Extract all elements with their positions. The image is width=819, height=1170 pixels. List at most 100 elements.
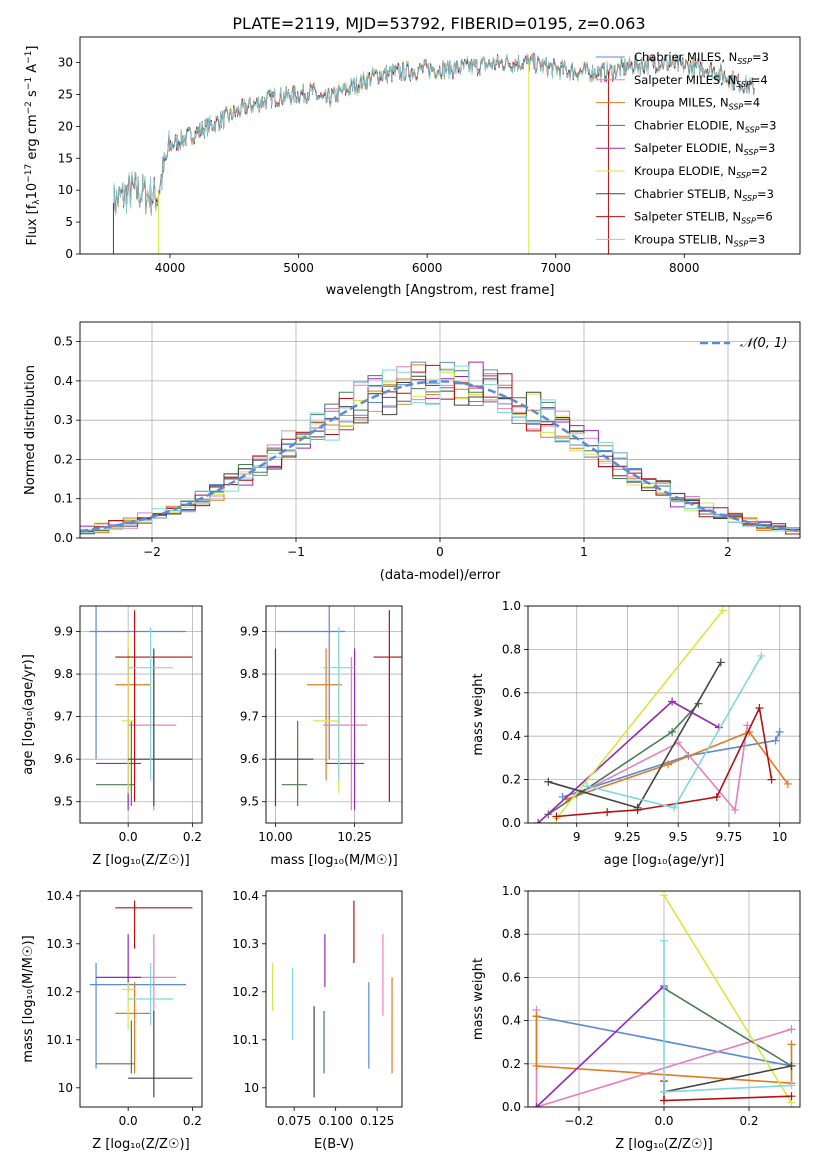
axes-frame — [265, 890, 403, 1108]
legend-text: Chabrier STELIB, N — [634, 187, 742, 201]
x-tick-label: 0.075 — [277, 1114, 311, 1128]
axes-frame — [79, 321, 801, 539]
y-axis-label-part: Flux [f — [25, 204, 40, 245]
axes-frame — [265, 605, 403, 824]
x-tick-label: 0 — [436, 545, 444, 559]
spectrum-lines — [112, 52, 755, 254]
legend-label: Salpeter ELODIE, NSSP=3 — [634, 141, 775, 157]
y-tick-label: 0 — [65, 247, 73, 261]
weight-marker — [660, 1096, 668, 1105]
y-axis-label-part: ] — [25, 46, 40, 51]
legend-subscript: SSP — [745, 125, 760, 134]
legend-text: =4 — [743, 96, 760, 110]
x-tick-label: 5000 — [283, 261, 314, 275]
weight-line — [576, 725, 748, 812]
y-tick-label: 5 — [65, 215, 73, 229]
residual-histogram — [80, 365, 800, 533]
age-mass-panel: 10.00 10.25 9.5 9.6 9.7 9.8 9.9 mass [log₁₀(M/M… — [240, 605, 403, 868]
weight-marker — [552, 812, 561, 821]
weight-marker — [668, 727, 677, 736]
legend-text: =3 — [758, 141, 775, 155]
x-axis-label: Z [log₁₀(Z/Z☉)] — [615, 1137, 712, 1152]
y-tick-label: 9.6 — [54, 752, 73, 766]
y-axis-label-part: A — [25, 64, 40, 77]
legend-text: Kroupa MILES, N — [634, 96, 729, 110]
x-tick-label: 7000 — [540, 261, 571, 275]
y-tick-label: 0.2 — [502, 773, 521, 787]
weight-line — [663, 987, 792, 1067]
weight-lines — [534, 606, 792, 823]
legend-text: Kroupa STELIB, N — [634, 232, 734, 246]
axes-frame — [527, 605, 801, 824]
y-tick-label: 9.6 — [240, 752, 259, 766]
x-tick-label: 0.0 — [119, 1114, 138, 1128]
x-tick-label: 10.25 — [337, 830, 371, 844]
y-tick-label: 20 — [58, 119, 73, 133]
y-tick-label: 9.5 — [54, 795, 73, 809]
y-tick-label: 0.2 — [502, 1057, 521, 1071]
mass-EBV-panel: 0.075 0.100 0.125 10 10.1 10.2 10.3 10.4 E(B-V) — [232, 889, 403, 1152]
spectrum-line — [113, 54, 755, 225]
y-tick-label: 0.2 — [54, 452, 73, 466]
weight-marker — [534, 819, 543, 823]
weight-Z-panel: −0.2 0.0 0.2 0.0 0.2 0.4 0.6 0.8 1.0 Z [log₁₀(Z/Z… — [471, 884, 801, 1152]
residuals-panel: −2 −1 0 1 2 0.0 0.1 0.2 0.3 0.4 0.5 (data-model)/er… — [23, 321, 801, 583]
legend-text: Salpeter ELODIE, N — [634, 141, 744, 155]
weight-marker — [532, 1103, 541, 1107]
x-axis-label: Z [log₁₀(Z/Z☉)] — [92, 1137, 189, 1152]
weight-line — [535, 985, 665, 1107]
y-axis-label: Normed distribution — [23, 365, 38, 495]
x-axis-label: Z [log₁₀(Z/Z☉)] — [92, 853, 189, 868]
weight-marker — [787, 1025, 796, 1034]
y-axis-label-part: −1 — [24, 51, 34, 64]
weight-marker — [755, 703, 764, 712]
x-axis-label: E(B-V) — [314, 1137, 354, 1152]
weight-marker — [670, 803, 679, 812]
legend-text: =3 — [760, 118, 777, 132]
legend-label: Kroupa MILES, NSSP=4 — [634, 96, 760, 112]
legend-label: Chabrier STELIB, NSSP=3 — [634, 187, 774, 203]
x-tick-label: 0.2 — [183, 1114, 202, 1128]
y-tick-label: 0.8 — [502, 642, 521, 656]
legend-label: Salpeter STELIB, NSSP=6 — [634, 210, 773, 226]
x-tick-label: 0.2 — [183, 830, 202, 844]
weight-marker — [757, 651, 766, 660]
y-tick-label: 9.8 — [240, 667, 259, 681]
y-tick-label: 30 — [58, 56, 73, 70]
y-tick-label: 10.3 — [232, 937, 259, 951]
x-axis-label: (data-model)/error — [380, 568, 501, 583]
y-tick-label: 0.8 — [502, 927, 521, 941]
x-tick-label: 0.0 — [654, 1114, 673, 1128]
x-tick-label: 2 — [724, 545, 732, 559]
age-Z-panel: 0.0 0.2 9.5 9.6 9.7 9.8 9.9 Z [log₁₀(Z/Z☉)] age … — [21, 605, 203, 868]
y-tick-label: 0.6 — [502, 686, 521, 700]
weight-marker — [787, 1081, 796, 1090]
y-tick-label: 9.8 — [54, 667, 73, 681]
y-tick-label: 0.0 — [502, 1100, 521, 1114]
legend-text: Kroupa ELODIE, N — [634, 164, 736, 178]
legend-label: Kroupa ELODIE, NSSP=2 — [634, 164, 768, 180]
weight-marker — [660, 891, 668, 900]
legend-subscript: SSP — [737, 57, 752, 66]
axes-frame — [79, 890, 203, 1108]
normal-reference-curve — [80, 380, 800, 533]
weight-marker — [767, 775, 776, 784]
weight-marker — [668, 697, 677, 706]
y-axis-label-part: −2 — [24, 101, 34, 114]
legend-text: =6 — [756, 210, 773, 224]
y-tick-label: 10 — [58, 183, 73, 197]
x-tick-label: 1 — [580, 545, 588, 559]
legend-subscript: SSP — [736, 80, 751, 89]
x-tick-label: 0.0 — [119, 830, 138, 844]
axes-frame — [527, 890, 801, 1108]
weight-marker — [532, 1012, 541, 1021]
y-axis-label: Flux [fλ10−17 erg cm−2 s−1 A−1] — [24, 46, 42, 246]
weight-lines — [532, 891, 796, 1107]
y-tick-label: 10.2 — [46, 985, 73, 999]
y-tick-label: 0.4 — [54, 374, 73, 388]
y-tick-label: 10.3 — [46, 937, 73, 951]
weight-line — [555, 609, 724, 820]
mass-Z-panel: 0.0 0.2 10 10.1 10.2 10.3 10.4 Z [log₁₀(Z/Z☉)] m… — [21, 889, 203, 1152]
weight-marker — [603, 808, 612, 817]
y-tick-label: 0.6 — [502, 970, 521, 984]
